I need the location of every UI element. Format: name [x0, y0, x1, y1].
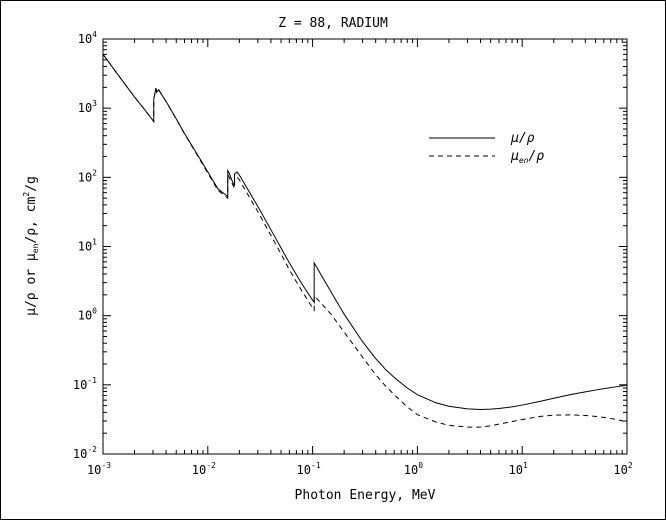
- data-lines: [102, 54, 628, 428]
- y-tick-label: 101: [78, 238, 97, 254]
- y-tick-label: 10-1: [73, 376, 97, 392]
- y-tick-label: 103: [78, 99, 97, 115]
- chart-title: Z = 88, RADIUM: [278, 16, 388, 31]
- x-tick-label: 102: [613, 461, 632, 477]
- x-tick-label: 100: [404, 461, 423, 477]
- y-tick-label: 102: [78, 168, 97, 184]
- x-tick-labels: 10-3 10-2 10-1 100 101 102: [87, 461, 633, 477]
- axis-ticks: [102, 38, 628, 455]
- plot-area: [102, 38, 628, 455]
- x-tick-label: 10-1: [297, 461, 321, 477]
- legend: μ/ρ μen/ρ: [429, 131, 544, 165]
- legend-label-mu-en-rho: μen/ρ: [510, 149, 544, 165]
- y-tick-label: 10-2: [73, 445, 97, 461]
- x-tick-label: 10-2: [192, 461, 216, 477]
- legend-label-mu-rho: μ/ρ: [510, 131, 535, 146]
- x-tick-label: 10-3: [87, 461, 111, 477]
- x-axis-label: Photon Energy, MeV: [295, 488, 436, 503]
- series-mu-rho-line: [102, 54, 628, 410]
- y-tick-label: 104: [78, 30, 97, 46]
- series-mu-en-rho-line: [102, 54, 628, 428]
- y-tick-labels: 10-2 10-1 100 101 102 103 104: [73, 30, 97, 461]
- x-tick-label: 101: [509, 461, 528, 477]
- y-axis-label: μ/ρ or μen/ρ, cm2/g: [22, 176, 40, 316]
- y-tick-label: 100: [78, 307, 97, 323]
